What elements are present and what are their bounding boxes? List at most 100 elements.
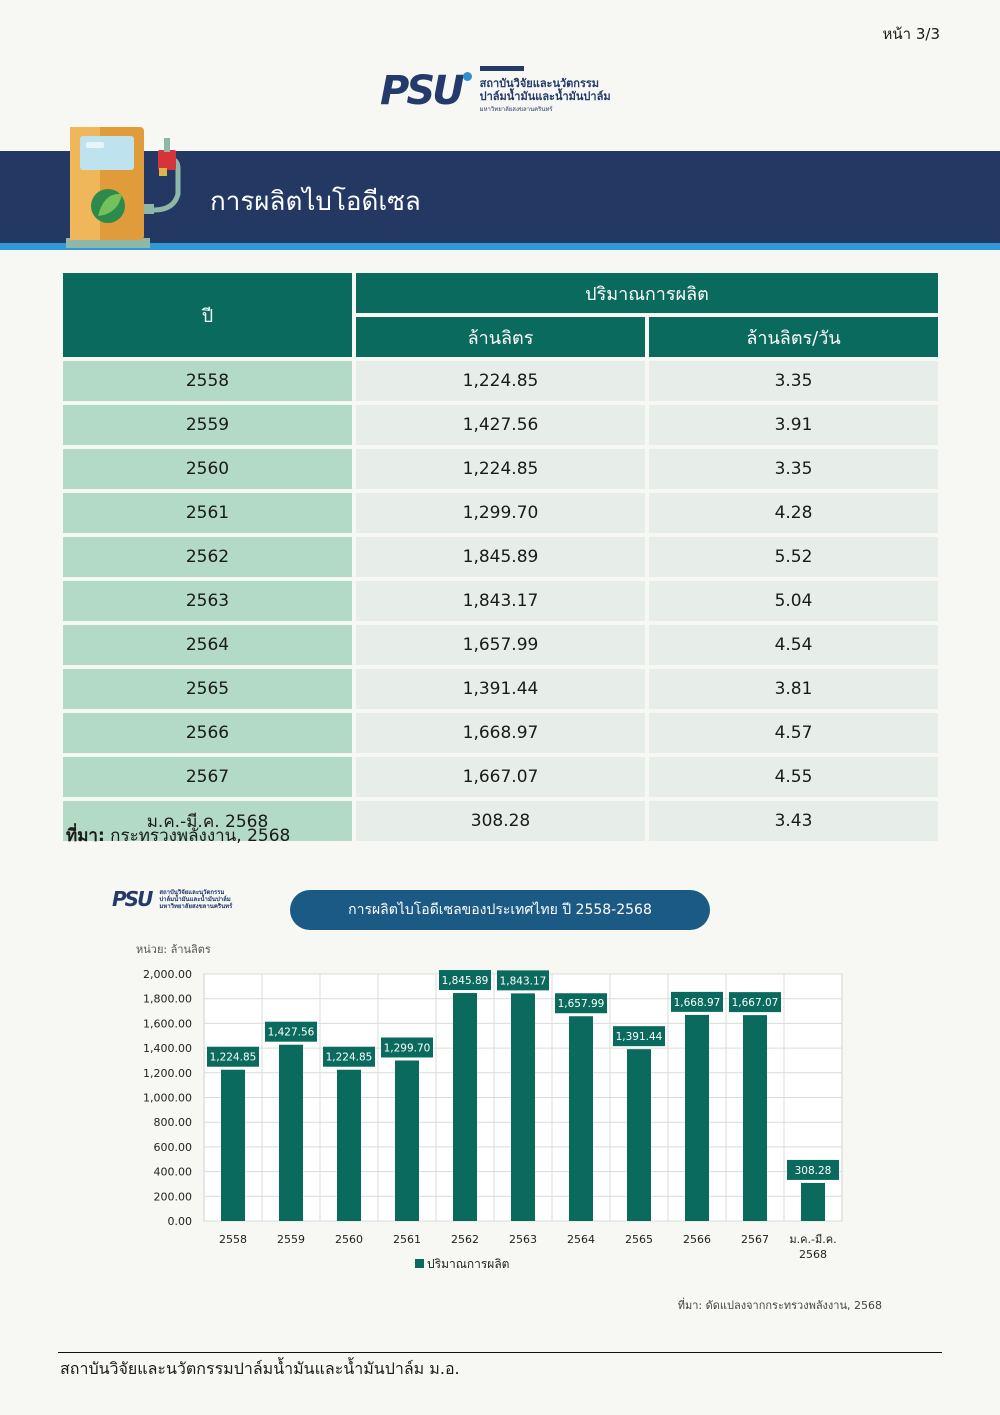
- table-row: 2566 1,668.97 4.57: [63, 713, 938, 753]
- y-tick-label: 1,800.00: [143, 993, 192, 1006]
- chart-title: การผลิตไบโอดีเซลของประเทศไทย ปี 2558-256…: [290, 890, 710, 930]
- legend-label: ปริมาณการผลิต: [427, 1257, 509, 1271]
- bar: [337, 1069, 361, 1221]
- data-label-box: [613, 1026, 665, 1047]
- header-production: ปริมาณการผลิต: [356, 273, 938, 313]
- data-label: 1,224.85: [210, 1052, 257, 1064]
- year-cell: 2565: [63, 669, 352, 709]
- y-tick-label: 800.00: [154, 1116, 193, 1129]
- year-cell: 2560: [63, 449, 352, 489]
- table-row: 2564 1,657.99 4.54: [63, 625, 938, 665]
- y-tick-label: 400.00: [154, 1166, 193, 1179]
- per-day-cell: 4.54: [649, 625, 938, 665]
- data-label: 308.28: [795, 1165, 832, 1177]
- data-label-box: [439, 970, 491, 991]
- total-cell: 1,657.99: [356, 625, 645, 665]
- x-tick-label: 2558: [219, 1233, 247, 1246]
- bar: [453, 993, 477, 1221]
- data-label-box: [497, 970, 549, 991]
- production-bar-chart: 0.00 200.00 400.00 600.00 800.00 1,000.00 1,20…: [143, 968, 843, 1271]
- per-day-cell: 3.35: [649, 449, 938, 489]
- page-number: หน้า 3/3: [882, 25, 940, 43]
- bar: [511, 993, 535, 1221]
- total-cell: 1,667.07: [356, 757, 645, 797]
- y-tick-label: 2,000.00: [143, 968, 192, 981]
- bar: [395, 1060, 419, 1221]
- per-day-cell: 3.81: [649, 669, 938, 709]
- fuel-pump-icon: [66, 127, 181, 248]
- logo-mark: PSU: [380, 68, 472, 114]
- data-label: 1,391.44: [616, 1031, 663, 1043]
- legend-swatch: [415, 1259, 424, 1268]
- data-label: 1,843.17: [500, 975, 547, 987]
- data-label: 1,427.56: [268, 1027, 315, 1039]
- year-cell: 2566: [63, 713, 352, 753]
- total-cell: 1,845.89: [356, 537, 645, 577]
- total-cell: 1,668.97: [356, 713, 645, 753]
- year-cell: 2562: [63, 537, 352, 577]
- bar: [569, 1016, 593, 1221]
- data-label: 1,224.85: [326, 1052, 373, 1064]
- per-day-cell: 5.04: [649, 581, 938, 621]
- per-day-cell: 3.91: [649, 405, 938, 445]
- header-year: ปี: [63, 273, 352, 357]
- chart-source: ที่มา: ดัดแปลงจากกระทรวงพลังงาน, 2568: [677, 1299, 882, 1312]
- per-day-cell: 5.52: [649, 537, 938, 577]
- table-row: 2565 1,391.44 3.81: [63, 669, 938, 709]
- x-tick-label: 2567: [741, 1233, 769, 1246]
- table-row: 2560 1,224.85 3.35: [63, 449, 938, 489]
- data-label-box: [787, 1159, 839, 1180]
- x-tick-label: ม.ค.-มี.ค.: [789, 1233, 836, 1246]
- total-cell: 308.28: [356, 801, 645, 841]
- per-day-cell: 3.35: [649, 361, 938, 401]
- x-tick-label: 2560: [335, 1233, 363, 1246]
- header-million-liters-per-day: ล้านลิตร/วัน: [649, 317, 938, 357]
- data-label: 1,668.97: [674, 997, 721, 1009]
- bar: [685, 1014, 709, 1221]
- year-cell: 2564: [63, 625, 352, 665]
- data-label-box: [671, 991, 723, 1012]
- y-tick-label: 600.00: [154, 1141, 193, 1154]
- data-label: 1,299.70: [384, 1042, 431, 1054]
- data-label-box: [555, 993, 607, 1014]
- table-row: 2561 1,299.70 4.28: [63, 493, 938, 533]
- table-row: 2562 1,845.89 5.52: [63, 537, 938, 577]
- data-label-box: [381, 1037, 433, 1058]
- year-cell: 2559: [63, 405, 352, 445]
- total-cell: 1,224.85: [356, 449, 645, 489]
- data-label: 1,667.07: [732, 997, 779, 1009]
- per-day-cell: 3.43: [649, 801, 938, 841]
- total-cell: 1,427.56: [356, 405, 645, 445]
- bar: [221, 1069, 245, 1221]
- page-title: การผลิตไบโอดีเซล: [210, 187, 421, 217]
- y-tick-label: 200.00: [154, 1190, 193, 1203]
- per-day-cell: 4.28: [649, 493, 938, 533]
- total-cell: 1,391.44: [356, 669, 645, 709]
- data-label: 1,845.89: [442, 975, 489, 987]
- table-row: 2567 1,667.07 4.55: [63, 757, 938, 797]
- y-tick-label: 0.00: [168, 1215, 193, 1228]
- y-tick-label: 1,600.00: [143, 1017, 192, 1030]
- x-tick-label: 2559: [277, 1233, 305, 1246]
- table-row: 2563 1,843.17 5.04: [63, 581, 938, 621]
- y-tick-label: 1,200.00: [143, 1067, 192, 1080]
- psu-logo-small: PSU สถาบันวิจัยและนวัตกรรม ปาล์มน้ำมันแล…: [112, 887, 233, 911]
- per-day-cell: 4.57: [649, 713, 938, 753]
- total-cell: 1,843.17: [356, 581, 645, 621]
- chart-unit: หน่วย: ล้านลิตร: [136, 943, 211, 956]
- banner-stripe: [0, 243, 1000, 250]
- table-row: ม.ค.-มี.ค. 2568 308.28 3.43: [63, 801, 938, 841]
- x-tick-label: 2562: [451, 1233, 479, 1246]
- source-text: กระทรวงพลังงาน, 2568: [110, 826, 291, 846]
- x-tick-label: 2565: [625, 1233, 653, 1246]
- bar: [801, 1182, 825, 1221]
- logo-line-1: สถาบันวิจัยและนวัตกรรม: [479, 77, 600, 90]
- year-cell: 2561: [63, 493, 352, 533]
- data-label-box: [207, 1046, 259, 1067]
- total-cell: 1,299.70: [356, 493, 645, 533]
- psu-logo: PSU สถาบันวิจัยและนวัตกรรม ปาล์มน้ำมันแล…: [380, 66, 611, 116]
- bar: [279, 1044, 303, 1221]
- footer-text: สถาบันวิจัยและนวัตกรรมปาล์มน้ำมันและน้ำม…: [60, 1359, 460, 1378]
- per-day-cell: 4.55: [649, 757, 938, 797]
- year-cell: ม.ค.-มี.ค. 2568: [63, 801, 352, 841]
